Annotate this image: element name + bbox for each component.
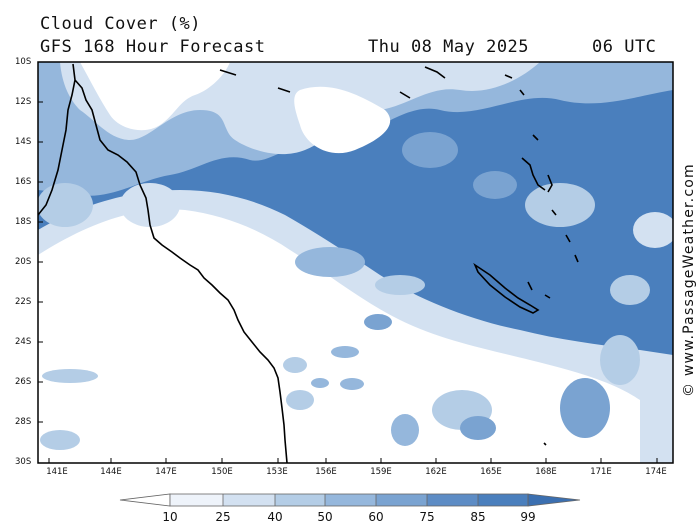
cloud-patch (460, 416, 496, 440)
cloud-patch (525, 183, 595, 227)
cloud-patch (311, 378, 329, 388)
lat-label: 12S (15, 97, 32, 107)
cloud-patch (42, 369, 98, 383)
cloud-patch (402, 132, 458, 168)
colorbar-bin (170, 494, 223, 506)
colorbar-label: 40 (267, 510, 283, 524)
cloud-patch (38, 183, 93, 227)
colorbar-label: 75 (419, 510, 435, 524)
map-title: Cloud Cover (%) (40, 14, 202, 34)
colorbar-low-arrow (119, 493, 171, 507)
lon-label: 147E (155, 467, 177, 477)
colorbar-bin (223, 494, 275, 506)
cloud-patch (40, 430, 80, 450)
lat-label: 16S (15, 177, 32, 187)
lat-label: 18S (15, 217, 32, 227)
cloud-north-white (80, 62, 391, 154)
lon-label: 162E (425, 467, 447, 477)
lon-label: 141E (46, 467, 68, 477)
lon-label: 153E (266, 467, 288, 477)
colorbar-label: 25 (215, 510, 231, 524)
lat-label: 20S (15, 257, 32, 267)
colorbar-bin (325, 494, 376, 506)
cloud-patch (364, 314, 392, 330)
forecast-date: Thu 08 May 2025 (368, 37, 530, 57)
cloud-patch (340, 378, 364, 390)
cloud-patch (286, 390, 314, 410)
lon-label: 159E (370, 467, 392, 477)
cloud-clear-white (38, 209, 640, 463)
colorbar-label: 85 (470, 510, 486, 524)
cloud-patch (473, 171, 517, 199)
australia-coastline (38, 63, 288, 463)
lat-label: 24S (15, 337, 32, 347)
colorbar-bin (376, 494, 427, 506)
lon-label: 150E (211, 467, 233, 477)
vanuatu-coastline (521, 157, 579, 263)
lat-label: 26S (15, 377, 32, 387)
coastlines (38, 63, 579, 463)
cloud-patch (560, 378, 610, 438)
cloud-patch (295, 247, 365, 277)
colorbar-frame (169, 493, 529, 507)
norfolk-island-coastline (543, 442, 547, 446)
lon-label: 165E (480, 467, 502, 477)
colorbar-label: 60 (368, 510, 384, 524)
new-caledonia-coastline (473, 262, 540, 314)
cloud-patch (610, 275, 650, 305)
cloud-patch (283, 357, 307, 373)
cloud-field (38, 62, 673, 463)
cloud-patch (375, 275, 425, 295)
lon-label: 168E (535, 467, 557, 477)
lon-label: 171E (590, 467, 612, 477)
axis-ticks (38, 61, 658, 463)
colorbar-bin (478, 494, 528, 506)
forecast-time: 06 UTC (592, 37, 657, 57)
lon-label: 144E (100, 467, 122, 477)
copyright-watermark: © www.PassageWeather.com (681, 163, 697, 397)
colorbar-label: 99 (520, 510, 536, 524)
cloud-patch (391, 414, 419, 446)
colorbar-label: 10 (162, 510, 178, 524)
lat-label: 14S (15, 137, 32, 147)
lon-label: 156E (315, 467, 337, 477)
cloud-patch (331, 346, 359, 358)
colorbar-bin (427, 494, 478, 506)
colorbar-label: 50 (317, 510, 333, 524)
lat-label: 30S (15, 457, 32, 467)
colorbar-bin (275, 494, 325, 506)
lat-label: 28S (15, 417, 32, 427)
cloud-patch (120, 183, 180, 227)
lon-label: 174E (645, 467, 667, 477)
cloud-patch (633, 212, 673, 248)
lat-label: 22S (15, 297, 32, 307)
colorbar-high-arrow (527, 493, 581, 507)
cloud-patch (600, 335, 640, 385)
lat-label: 10S (15, 57, 32, 67)
solomon-islands-coastline (219, 66, 551, 299)
colorbar (119, 493, 581, 507)
forecast-subtitle: GFS 168 Hour Forecast (40, 37, 266, 57)
